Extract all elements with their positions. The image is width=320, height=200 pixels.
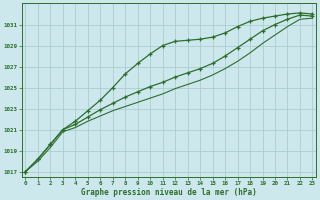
X-axis label: Graphe pression niveau de la mer (hPa): Graphe pression niveau de la mer (hPa): [81, 188, 257, 197]
